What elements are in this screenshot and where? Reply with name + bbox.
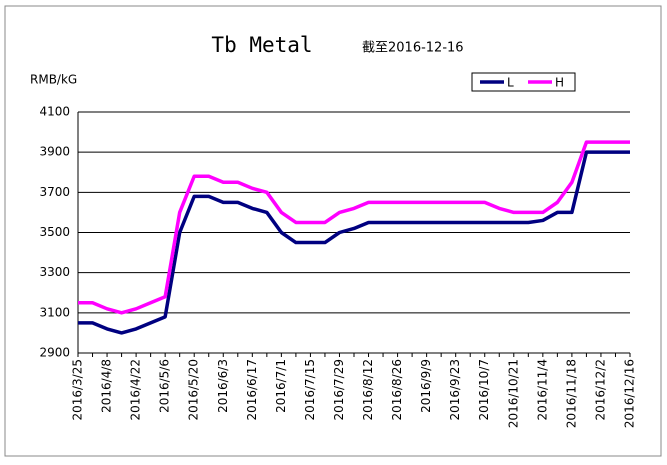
x-tick-label: 2016/5/20: [187, 359, 201, 421]
x-tick-label: 2016/10/21: [506, 359, 520, 428]
x-tick-label: 2016/7/29: [332, 359, 346, 421]
y-tick-label: 3500: [39, 225, 70, 239]
y-tick-label: 2900: [39, 346, 70, 360]
legend-label: L: [507, 76, 514, 90]
x-tick-label: 2016/3/25: [71, 359, 85, 421]
legend-label: H: [555, 76, 564, 90]
chart-title: Tb Metal: [211, 33, 312, 57]
x-tick-label: 2016/7/1: [274, 359, 288, 413]
legend-box: [471, 72, 576, 92]
x-tick-label: 2016/7/15: [303, 359, 317, 421]
y-tick-label: 3300: [39, 265, 70, 279]
chart-subtitle: 截至2016-12-16: [362, 41, 464, 56]
x-tick-label: 2016/11/18: [564, 359, 578, 428]
x-tick-label: 2016/12/16: [623, 359, 637, 428]
x-tick-label: 2016/12/2: [593, 359, 607, 421]
x-tick-label: 2016/11/4: [535, 359, 549, 421]
y-tick-label: 3100: [39, 305, 70, 319]
x-tick-label: 2016/6/17: [245, 359, 259, 421]
x-tick-label: 2016/10/7: [477, 359, 491, 421]
x-tick-label: 2016/8/12: [361, 359, 375, 421]
x-tick-label: 2016/6/3: [216, 359, 230, 413]
series-line: [78, 140, 630, 315]
y-tick-label: 3700: [39, 185, 70, 199]
x-tick-label: 2016/9/9: [419, 359, 433, 413]
x-tick-label: 2016/4/8: [100, 359, 114, 413]
y-tick-label: 4100: [39, 105, 70, 119]
x-tick-label: 2016/5/6: [158, 359, 172, 413]
y-tick-label: 3900: [39, 145, 70, 159]
y-axis-label: RMB/kG: [30, 73, 77, 87]
x-tick-label: 2016/4/22: [129, 359, 143, 421]
x-tick-label: 2016/9/23: [448, 359, 462, 421]
x-tick-label: 2016/8/26: [390, 359, 404, 421]
series-line: [78, 150, 630, 335]
